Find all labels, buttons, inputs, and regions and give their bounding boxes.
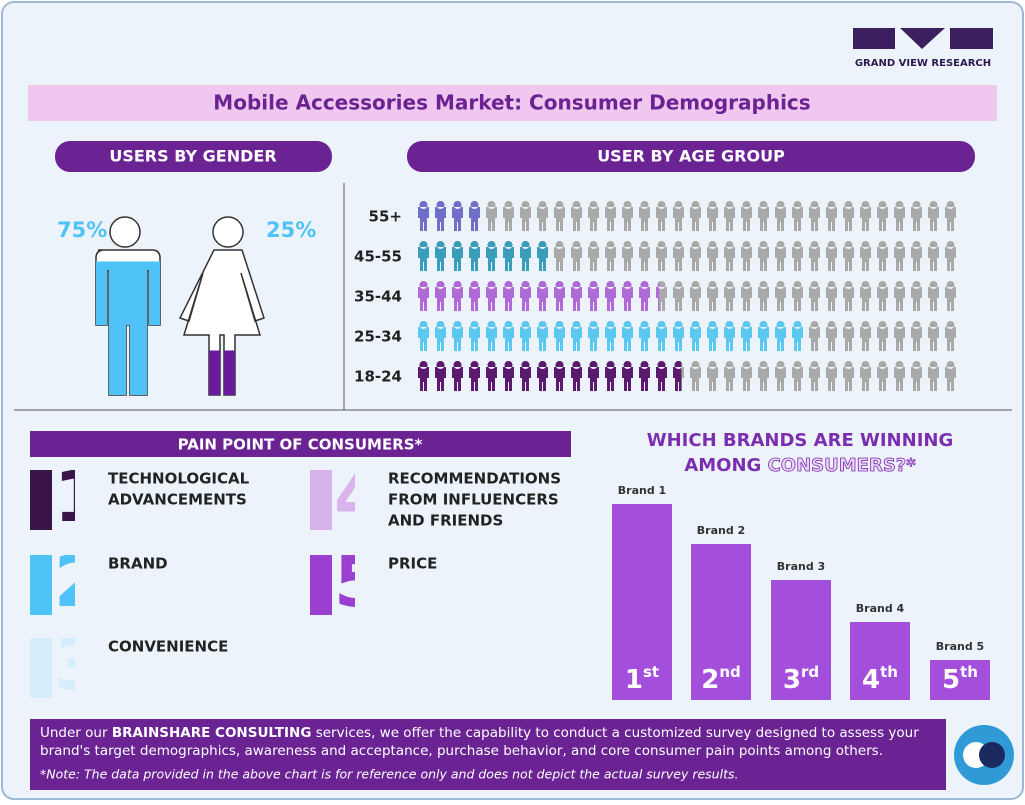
pain-rank-block (310, 470, 332, 530)
pain-rank-block (30, 470, 52, 530)
bar (930, 660, 990, 700)
bar-rank: 3rd (783, 663, 819, 695)
footer-part: services, we offer the capability to con… (311, 725, 919, 741)
section-heading: PAIN POINT OF CONSUMERS* (178, 436, 423, 454)
footer-box (30, 719, 946, 790)
bar-category: Brand 4 (856, 602, 905, 615)
pain-text: PRICE (388, 555, 437, 573)
pain-text: RECOMMENDATIONS (388, 470, 561, 488)
footer-text: Under our BRAINSHARE CONSULTING services… (40, 725, 919, 741)
footer-highlight: BRAINSHARE CONSULTING (112, 725, 312, 741)
bar-rank-suffix: rd (801, 663, 819, 681)
bar-category: Brand 2 (697, 524, 745, 537)
pain-rank-block (30, 638, 52, 698)
age-label: 35-44 (354, 288, 402, 306)
bar-rank: 2nd (701, 663, 741, 695)
pain-rank: 4 (334, 456, 383, 538)
gender-label: 25% (266, 218, 316, 242)
pain-rank: 1 (54, 456, 103, 538)
pain-rank-block (30, 555, 52, 615)
age-label: 45-55 (354, 248, 402, 266)
pain-rank: 2 (54, 541, 103, 623)
bar-rank-suffix: nd (719, 663, 740, 681)
bar-rank-number: 4 (862, 665, 880, 695)
age-label: 18-24 (354, 368, 402, 386)
age-icons-share (418, 281, 660, 311)
pain-rank: 5 (334, 541, 383, 623)
section-heading: USERS BY GENDER (109, 147, 276, 166)
pain-text: FROM INFLUENCERS (388, 491, 559, 509)
footer-part: Under our (40, 725, 112, 741)
bar-rank-number: 1 (625, 665, 643, 695)
logo-text: GRAND VIEW RESEARCH (855, 58, 991, 69)
bar-rank-suffix: st (643, 663, 659, 681)
bar-rank-number: 5 (942, 665, 960, 695)
footer-note: *Note: The data provided in the above ch… (40, 767, 738, 782)
bar-rank: 4th (862, 663, 898, 695)
age-icons-share (418, 321, 810, 351)
chart-title: AMONG CONSUMERS?* (684, 455, 916, 476)
bar-rank-suffix: th (880, 663, 898, 681)
bar-rank: 1st (625, 663, 659, 695)
pain-rank: 3 (54, 624, 103, 706)
section-heading: USER BY AGE GROUP (597, 147, 785, 166)
bar-category: Brand 3 (777, 560, 825, 573)
bar (850, 622, 910, 700)
bar-rank: 5th (942, 663, 978, 695)
age-icons-share (418, 361, 682, 391)
pain-text: ADVANCEMENTS (108, 491, 247, 509)
age-icons-share (418, 241, 548, 271)
bar-rank-suffix: th (960, 663, 978, 681)
age-label: 55+ (369, 208, 402, 226)
pain-text: AND FRIENDS (388, 512, 503, 530)
pain-text: CONVENIENCE (108, 638, 228, 656)
age-label: 25-34 (354, 328, 402, 346)
pain-text: TECHNOLOGICAL (108, 470, 250, 488)
chart-title-part: AMONG (684, 455, 767, 476)
figure-outline (178, 249, 265, 396)
bar-category: Brand 5 (936, 640, 984, 653)
logo-mark (853, 28, 993, 49)
bar (691, 544, 751, 700)
bar (771, 580, 831, 700)
bar (612, 504, 672, 700)
pain-text: BRAND (108, 555, 168, 573)
pain-rank-block (310, 555, 332, 615)
page-title: Mobile Accessories Market: Consumer Demo… (213, 91, 810, 115)
bar-rank-number: 2 (701, 665, 719, 695)
section-pill (55, 141, 332, 172)
chart-title-highlight: CONSUMERS?* (768, 455, 917, 476)
chart-title: WHICH BRANDS ARE WINNING (647, 430, 953, 451)
footer-text: brand's target demographics, awareness a… (40, 743, 883, 759)
gender-label: 75% (57, 218, 107, 242)
bar-category: Brand 1 (618, 484, 666, 497)
section-pill (407, 141, 975, 172)
section-bar (30, 431, 571, 457)
age-icons-share (418, 201, 480, 231)
figure-outline (212, 216, 244, 248)
bar-rank-number: 3 (783, 665, 801, 695)
figure-outline (109, 216, 141, 248)
title-bar (28, 85, 997, 121)
brainshare-icon (954, 725, 1014, 785)
